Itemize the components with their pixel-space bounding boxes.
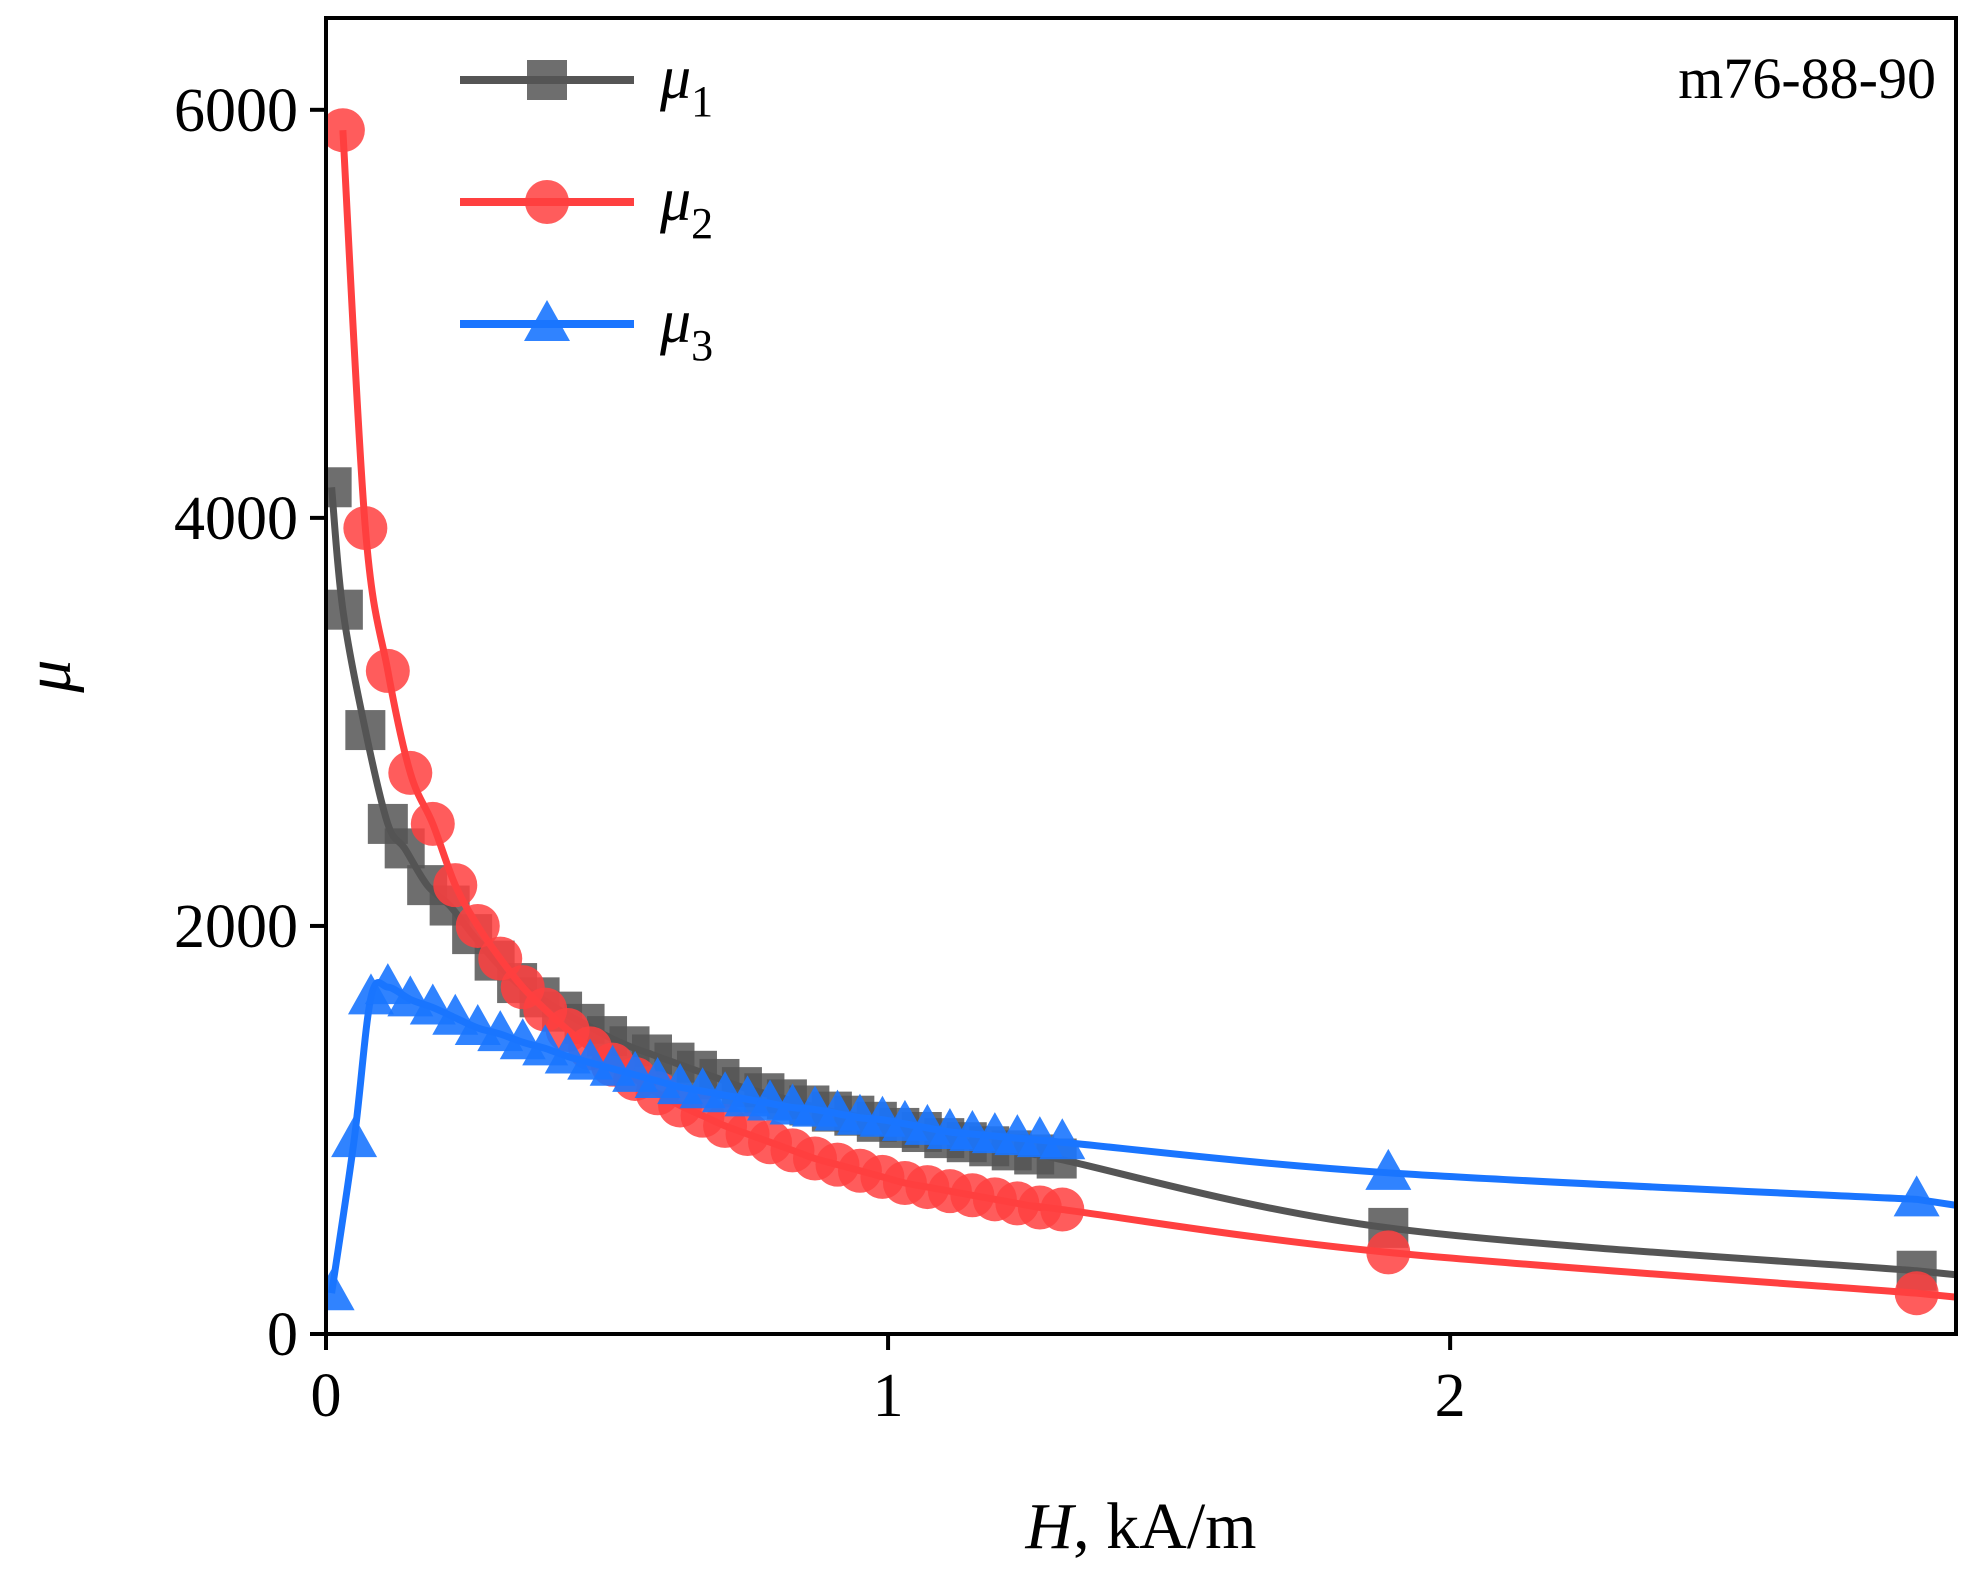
- y-axis-title: μ: [12, 659, 85, 693]
- series-2-point-0: [326, 108, 365, 153]
- series-2-point-34: [1894, 1271, 1939, 1316]
- legend-marker-1: [527, 60, 567, 100]
- x-tick-label-2: 2: [1435, 1362, 1466, 1430]
- series-3-point-35: [1893, 1175, 1940, 1217]
- plot-area: [324, 16, 1958, 1336]
- series-1-point-0: [326, 467, 352, 508]
- series-3-point-1: [331, 1116, 378, 1158]
- series-2-point-3: [388, 750, 433, 795]
- series-1-point-1: [326, 589, 363, 630]
- x-axis-title: H, kA/m: [1024, 1490, 1256, 1563]
- sample-label: m76-88-90: [1678, 46, 1936, 111]
- series-3-point-3: [364, 963, 411, 1005]
- series-2-point-32: [1040, 1187, 1085, 1232]
- series-2-point-6: [455, 903, 500, 948]
- series-1-point-2: [345, 710, 386, 751]
- y-tick-label-3: 6000: [174, 77, 298, 145]
- legend-marker-2: [525, 180, 569, 224]
- x-axis: 0 1 2: [311, 1334, 1466, 1430]
- y-tick-label-0: 0: [267, 1301, 298, 1369]
- legend-item-1: μ1: [460, 44, 713, 126]
- legend-label-3: μ3: [659, 288, 713, 370]
- x-tick-label-1: 1: [873, 1362, 904, 1430]
- legend-marker-3: [524, 300, 570, 341]
- x-tick-label-0: 0: [311, 1362, 342, 1430]
- series-2-point-4: [410, 801, 455, 846]
- series-2: [326, 108, 1956, 1316]
- series-3: [326, 963, 1956, 1311]
- series-3-point-34: [1365, 1148, 1412, 1190]
- legend-item-3: μ3: [460, 288, 713, 370]
- legend-label-2: μ2: [659, 166, 713, 248]
- legend-item-2: μ2: [460, 166, 713, 248]
- series-2-point-33: [1366, 1230, 1411, 1275]
- series-layer: [326, 108, 1956, 1316]
- legend-label-1: μ1: [659, 44, 713, 126]
- legend: μ1 μ2 μ3: [460, 44, 713, 370]
- series-2-point-1: [343, 506, 388, 551]
- series-3-point-33: [1039, 1118, 1086, 1160]
- y-tick-label-1: 2000: [174, 893, 298, 961]
- series-3-point-0: [326, 1269, 355, 1311]
- y-axis: 0 2000 4000 6000: [174, 77, 326, 1369]
- plot-frame: [324, 16, 1958, 1336]
- series-2-point-5: [433, 863, 478, 908]
- series-2-point-2: [365, 648, 410, 693]
- y-tick-label-2: 4000: [174, 485, 298, 553]
